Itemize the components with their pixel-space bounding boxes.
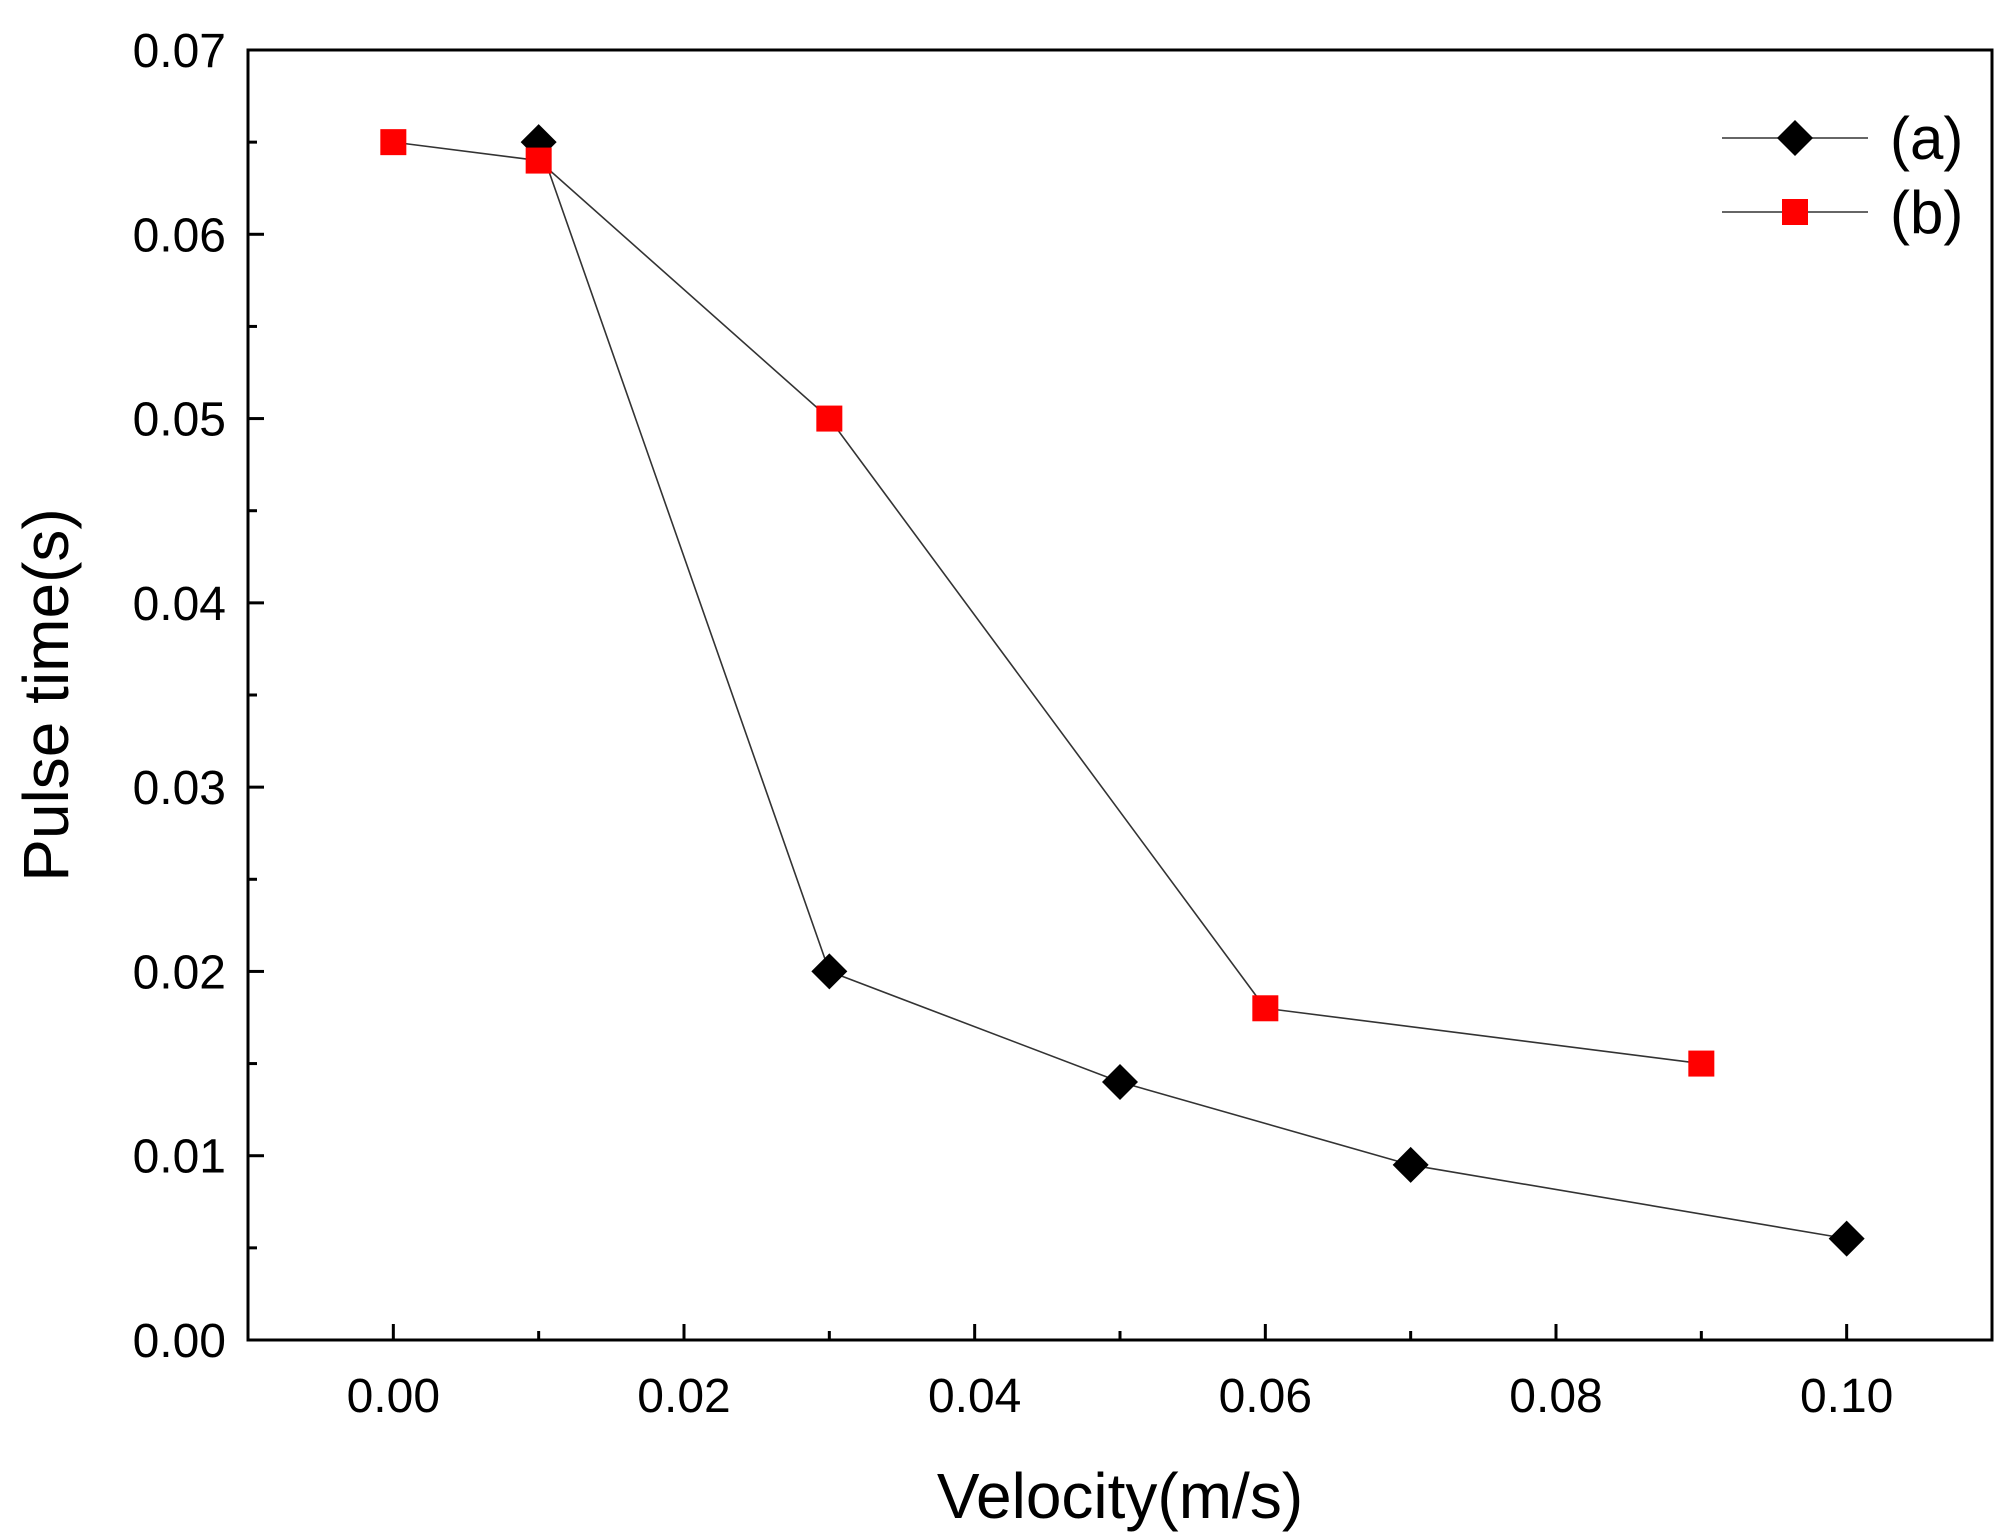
legend-label: (b) — [1890, 179, 1963, 246]
x-tick-label: 0.08 — [1509, 1370, 1602, 1423]
legend-marker — [1777, 120, 1813, 156]
series-0 — [520, 124, 1865, 1257]
x-tick-label: 0.06 — [1219, 1370, 1312, 1423]
y-tick-label: 0.07 — [133, 25, 226, 78]
data-point — [525, 147, 552, 174]
x-tick-label: 0.00 — [347, 1370, 440, 1423]
series-line — [393, 141, 1702, 1065]
y-axis-title: Pulse time(s) — [10, 508, 82, 881]
series-layer — [380, 124, 1865, 1257]
legend-label: (a) — [1890, 105, 1963, 172]
data-point — [380, 129, 407, 156]
data-point — [816, 405, 843, 432]
data-point — [811, 953, 848, 990]
y-tick-label: 0.03 — [133, 762, 226, 815]
y-tick-label: 0.01 — [133, 1131, 226, 1184]
y-tick-label: 0.05 — [133, 394, 226, 447]
data-point — [1688, 1050, 1715, 1077]
legend-marker — [1782, 199, 1808, 225]
plot-frame — [246, 48, 1994, 1342]
x-tick-label: 0.02 — [637, 1370, 730, 1423]
series-1 — [380, 129, 1715, 1077]
x-axis-title: Velocity(m/s) — [937, 1460, 1303, 1532]
data-point — [1392, 1146, 1429, 1183]
axes: 0.00 0.02 0.04 0.06 0.08 0.10 0.00 0.01 0.02 0.03… — [133, 25, 1994, 1423]
x-tick-label: 0.04 — [928, 1370, 1021, 1423]
y-tick-label: 0.06 — [133, 209, 226, 262]
data-point — [1102, 1064, 1138, 1100]
legend-item: (a) — [1722, 105, 1963, 172]
data-point — [1828, 1220, 1865, 1257]
y-tick-label: 0.02 — [133, 946, 226, 999]
x-tick-label: 0.10 — [1800, 1370, 1893, 1423]
legend: (a) (b) — [1722, 105, 1963, 246]
series-line — [537, 141, 1847, 1240]
y-tick-label: 0.00 — [133, 1315, 226, 1368]
legend-item: (b) — [1722, 179, 1963, 246]
data-point — [1252, 995, 1279, 1022]
y-tick-label: 0.04 — [133, 578, 226, 631]
